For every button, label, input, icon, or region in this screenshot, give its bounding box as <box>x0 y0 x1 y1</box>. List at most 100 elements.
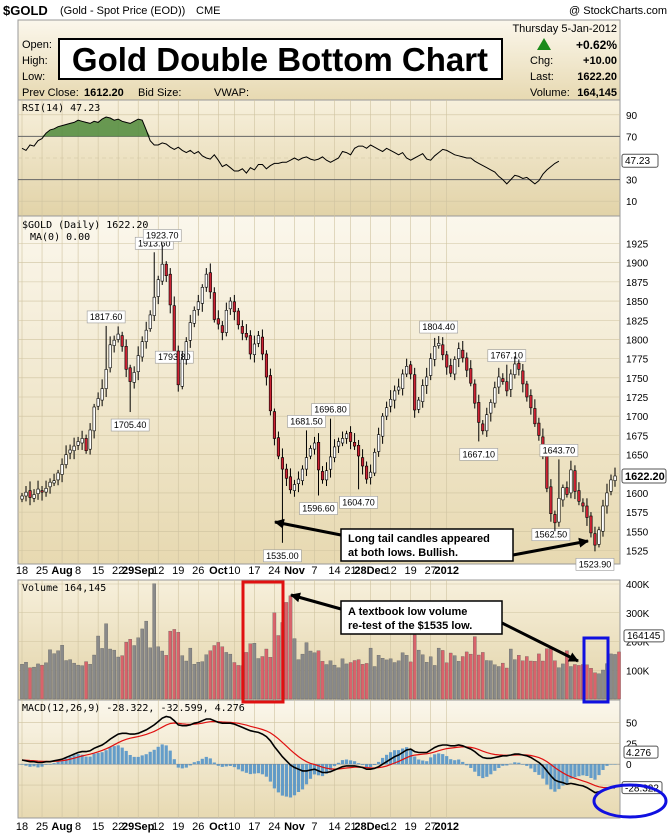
candle-body <box>104 369 108 389</box>
candle-body <box>589 515 593 534</box>
candle-body <box>340 438 345 444</box>
price-tick-label: 1525 <box>626 546 649 557</box>
price-last-value-box <box>621 468 667 484</box>
x-tick-label: 2012 <box>434 565 458 577</box>
macd-histogram-bar <box>577 764 581 777</box>
macd-histogram-bar <box>300 764 305 790</box>
price-annotation: 1643.70 <box>543 445 576 455</box>
candle-body <box>513 363 517 375</box>
x-tick-label: Aug <box>51 565 72 577</box>
macd-histogram-bar <box>208 758 212 765</box>
candle-body <box>509 373 513 390</box>
candle-body <box>36 488 40 495</box>
rsi-layer <box>21 116 560 185</box>
volume-bar <box>272 612 277 700</box>
volume-bar <box>324 664 329 700</box>
candle-body <box>204 273 208 288</box>
price-tick-label: 1900 <box>626 259 649 270</box>
macd-histogram-bar <box>228 764 232 766</box>
volume-bar <box>312 652 317 700</box>
macd-histogram-bar <box>513 762 517 765</box>
up-triangle-icon <box>537 38 551 50</box>
price-annotation: 1681.50 <box>290 416 323 426</box>
macd-histogram-bar <box>505 764 509 766</box>
macd-histogram-bar <box>477 764 481 777</box>
macd-histogram-bar <box>593 764 597 780</box>
price-tick-label: 1550 <box>626 527 649 538</box>
volume-bar <box>509 648 513 700</box>
macd-histogram-bar <box>232 764 236 768</box>
candle-body <box>364 465 369 480</box>
volume-bar <box>104 623 108 700</box>
macd-histogram-bar <box>405 747 409 765</box>
macd-histogram-bar <box>369 764 373 767</box>
x-tick-label: 21 <box>344 565 356 577</box>
x-tick-label: 19 <box>172 821 184 833</box>
volume-bar <box>40 664 44 700</box>
macd-histogram-bar <box>581 764 585 776</box>
volume-bar <box>420 654 425 700</box>
volume-bar <box>529 660 533 700</box>
candle-body <box>168 273 172 306</box>
macd-histogram-bar <box>128 755 132 765</box>
x-tick-label: 25 <box>36 565 48 577</box>
candle-body <box>437 342 441 346</box>
candle-body <box>80 438 84 444</box>
price-tick-label: 1600 <box>626 489 649 500</box>
price-annotation-box <box>299 502 338 515</box>
candle-body <box>196 301 200 310</box>
volume-tick-label: 100K <box>626 666 650 677</box>
candle-body <box>336 441 341 447</box>
symbol: $GOLD <box>3 3 48 18</box>
candle-body <box>601 505 605 532</box>
chg-label: Chg: <box>530 55 553 67</box>
volume-bar <box>176 632 181 700</box>
candle-body <box>184 341 188 360</box>
volume-bar <box>136 637 140 700</box>
volume-bar <box>432 665 437 700</box>
candle-body <box>373 451 377 474</box>
volume-tick-label: 400K <box>626 580 650 591</box>
prev-close-label: Prev Close: <box>22 87 79 99</box>
volume-bar <box>260 656 265 700</box>
candle-body <box>300 468 305 481</box>
volume-bar <box>184 660 189 700</box>
volume-bar <box>248 643 253 700</box>
macd-histogram-bar <box>353 761 357 765</box>
price-annotation-box <box>142 229 182 242</box>
volume-bar <box>589 668 593 700</box>
x-tick-label: 28Dec <box>354 565 386 577</box>
macd-histogram-bar <box>256 764 260 774</box>
macd-histogram-bar <box>72 755 76 765</box>
candle-body <box>320 471 325 481</box>
volume-bar <box>505 667 509 700</box>
volume-bar <box>448 652 453 700</box>
candle-body <box>461 349 465 359</box>
candle-body <box>557 497 561 523</box>
macd-histogram-bar <box>573 764 577 778</box>
candle-body <box>116 333 120 340</box>
macd-histogram-bar <box>389 752 393 765</box>
volume-bar <box>56 650 60 700</box>
candle-body <box>32 494 36 499</box>
candle-body <box>332 446 337 458</box>
volume-bar <box>597 673 601 700</box>
macd-histogram-bar <box>481 764 485 779</box>
macd-tick-label: 50 <box>626 718 638 729</box>
price-tick-label: 1750 <box>626 374 649 385</box>
candle-body <box>132 372 136 383</box>
macd-histogram-value: 4.276 <box>626 748 651 759</box>
candle-body <box>236 310 240 326</box>
macd-histogram-bar <box>108 747 112 765</box>
x-tick-label: 12 <box>152 565 164 577</box>
volume-bar <box>497 666 501 700</box>
macd-histogram-bar <box>340 760 345 765</box>
x-tick-label: 17 <box>248 565 260 577</box>
volume-bar <box>128 639 132 700</box>
volume-bar <box>208 650 213 700</box>
price-tick-label: 1850 <box>626 297 649 308</box>
volume-bar <box>617 651 621 700</box>
candle-body <box>96 398 100 407</box>
candle-body <box>549 486 553 514</box>
